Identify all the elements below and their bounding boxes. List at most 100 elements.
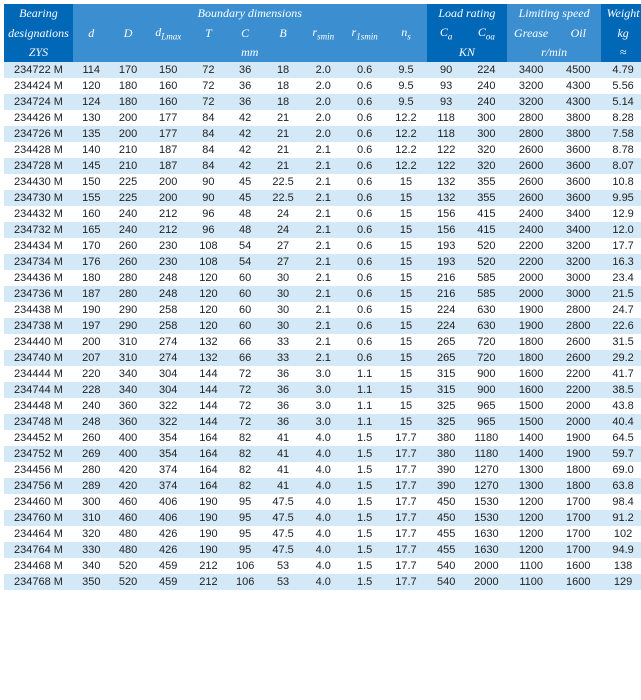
cell-oil: 1600 — [555, 558, 601, 574]
cell-Coa: 1530 — [466, 494, 507, 510]
cell-B: 27 — [264, 238, 303, 254]
cell-Ca: 540 — [427, 558, 466, 574]
hdr-rmin: r/min — [507, 43, 601, 62]
cell-d: 350 — [73, 574, 110, 590]
cell-dl: 406 — [146, 510, 190, 526]
cell-rs: 4.0 — [303, 558, 344, 574]
table-row: 234724 M1241801607236182.00.69.593240320… — [4, 94, 641, 110]
cell-T: 190 — [190, 526, 227, 542]
cell-gr: 1900 — [507, 302, 555, 318]
cell-dl: 258 — [146, 318, 190, 334]
table-row: 234430 M150225200904522.52.10.6151323552… — [4, 174, 641, 190]
cell-D: 340 — [110, 382, 147, 398]
cell-Ca: 455 — [427, 526, 466, 542]
cell-dl: 177 — [146, 126, 190, 142]
cell-r1: 0.6 — [344, 238, 385, 254]
table-row: 234434 M17026023010854272.10.61519352022… — [4, 238, 641, 254]
cell-Ca: 390 — [427, 462, 466, 478]
cell-B: 30 — [264, 318, 303, 334]
hdr-Coa: Coa — [466, 23, 507, 43]
cell-rs: 4.0 — [303, 526, 344, 542]
cell-r1: 0.6 — [344, 302, 385, 318]
cell-Coa: 965 — [466, 414, 507, 430]
cell-B: 36 — [264, 382, 303, 398]
cell-dl: 187 — [146, 142, 190, 158]
cell-r1: 1.5 — [344, 494, 385, 510]
cell-gr: 2000 — [507, 270, 555, 286]
cell-ns: 17.7 — [385, 462, 426, 478]
cell-B: 36 — [264, 366, 303, 382]
cell-D: 260 — [110, 238, 147, 254]
cell-gr: 1400 — [507, 446, 555, 462]
cell-ns: 17.7 — [385, 494, 426, 510]
cell-des: 234748 M — [4, 414, 73, 430]
cell-d: 135 — [73, 126, 110, 142]
cell-gr: 1200 — [507, 510, 555, 526]
cell-oil: 3600 — [555, 158, 601, 174]
cell-d: 280 — [73, 462, 110, 478]
cell-Coa: 320 — [466, 158, 507, 174]
cell-rs: 4.0 — [303, 430, 344, 446]
cell-d: 187 — [73, 286, 110, 302]
cell-Coa: 520 — [466, 254, 507, 270]
cell-T: 120 — [190, 318, 227, 334]
cell-Coa: 2000 — [466, 574, 507, 590]
cell-dl: 406 — [146, 494, 190, 510]
cell-B: 33 — [264, 334, 303, 350]
cell-B: 18 — [264, 94, 303, 110]
cell-D: 400 — [110, 430, 147, 446]
cell-ns: 15 — [385, 174, 426, 190]
cell-Coa: 300 — [466, 110, 507, 126]
cell-d: 176 — [73, 254, 110, 270]
cell-ns: 17.7 — [385, 526, 426, 542]
cell-ns: 15 — [385, 302, 426, 318]
cell-dl: 304 — [146, 382, 190, 398]
cell-T: 164 — [190, 462, 227, 478]
cell-des: 234432 M — [4, 206, 73, 222]
cell-wt: 138 — [601, 558, 641, 574]
cell-oil: 4300 — [555, 78, 601, 94]
cell-d: 160 — [73, 206, 110, 222]
cell-dl: 322 — [146, 398, 190, 414]
cell-ns: 15 — [385, 382, 426, 398]
cell-Ca: 122 — [427, 158, 466, 174]
cell-D: 290 — [110, 318, 147, 334]
cell-wt: 5.56 — [601, 78, 641, 94]
cell-Ca: 325 — [427, 398, 466, 414]
cell-wt: 8.07 — [601, 158, 641, 174]
cell-ns: 9.5 — [385, 62, 426, 78]
cell-Coa: 1630 — [466, 526, 507, 542]
cell-wt: 24.7 — [601, 302, 641, 318]
cell-ns: 9.5 — [385, 94, 426, 110]
cell-gr: 1100 — [507, 574, 555, 590]
table-row: 234726 M1352001778442212.00.612.21183002… — [4, 126, 641, 142]
cell-ns: 15 — [385, 222, 426, 238]
cell-dl: 258 — [146, 302, 190, 318]
cell-T: 212 — [190, 558, 227, 574]
cell-d: 200 — [73, 334, 110, 350]
cell-des: 234468 M — [4, 558, 73, 574]
cell-dl: 212 — [146, 222, 190, 238]
cell-T: 72 — [190, 62, 227, 78]
cell-rs: 3.0 — [303, 398, 344, 414]
cell-oil: 1700 — [555, 494, 601, 510]
cell-Ca: 265 — [427, 334, 466, 350]
hdr-B: B — [264, 23, 303, 43]
hdr-grease: Grease — [507, 23, 555, 43]
cell-Coa: 1270 — [466, 462, 507, 478]
cell-gr: 1200 — [507, 526, 555, 542]
cell-oil: 3000 — [555, 270, 601, 286]
cell-ns: 12.2 — [385, 110, 426, 126]
cell-Ca: 93 — [427, 78, 466, 94]
cell-dl: 230 — [146, 254, 190, 270]
cell-dl: 160 — [146, 94, 190, 110]
cell-B: 47.5 — [264, 494, 303, 510]
cell-Ca: 224 — [427, 318, 466, 334]
cell-oil: 3400 — [555, 222, 601, 238]
cell-r1: 1.1 — [344, 366, 385, 382]
cell-C2: 45 — [227, 174, 264, 190]
cell-d: 180 — [73, 270, 110, 286]
cell-r1: 0.6 — [344, 158, 385, 174]
cell-T: 144 — [190, 414, 227, 430]
cell-rs: 2.1 — [303, 142, 344, 158]
